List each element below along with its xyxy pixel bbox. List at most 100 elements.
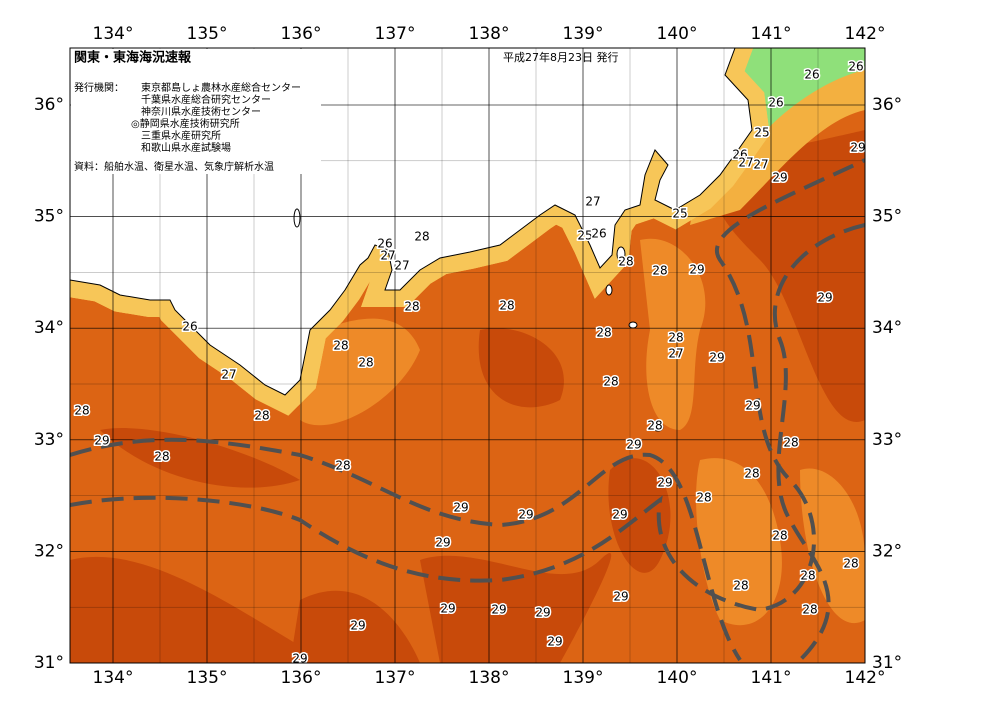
isotherm-label: 29 [657,476,672,490]
isotherm-label: 27 [221,368,236,382]
axis-labels: 134° 134° 135° 135° 136° 136° 137° 137° 138° 138°… [34,24,902,688]
isotherm-label: 29 [535,606,550,620]
lon-label-bottom: 134° [93,668,134,688]
isotherm-label: 27 [585,195,600,209]
isotherm-label: 29 [772,171,787,185]
issuer: 神奈川県水産技術センター [141,105,261,118]
lat-label-left: 32° [34,541,64,561]
isotherm-label: 28 [843,557,858,571]
isotherm-label: 29 [435,536,450,550]
legend-box [71,49,321,174]
isotherm-label: 29 [440,602,455,616]
isotherm-label: 28 [802,603,817,617]
isotherm-label: 28 [603,375,618,389]
warm-patches [70,130,865,663]
isotherm-label: 28 [647,419,662,433]
lat-label-left: 31° [34,653,64,673]
isotherm-label: 28 [744,467,759,481]
isotherm-label: 27 [380,249,395,263]
isotherm-label: 28 [772,529,787,543]
isotherm-label: 29 [612,508,627,522]
lat-label-right: 34° [872,318,902,338]
lon-label-bottom: 135° [187,668,228,688]
isotherm-label: 29 [745,399,760,413]
isotherm-label: 26 [848,60,863,74]
isotherm-label: 29 [518,508,533,522]
isotherm-label: 27 [394,259,409,273]
lon-label-top: 142° [845,24,886,44]
kuroshio-paths [70,158,865,662]
lon-label-bottom: 136° [281,668,322,688]
lon-label-bottom: 139° [563,668,604,688]
isotherm-label: 29 [689,263,704,277]
isotherm-label: 28 [696,491,711,505]
lon-label-top: 138° [469,24,510,44]
lon-label-bottom: 137° [375,668,416,688]
lon-label-top: 141° [751,24,792,44]
lat-label-left: 33° [34,430,64,450]
lat-label-left: 36° [34,95,64,115]
lat-label-left: 35° [34,207,64,227]
isotherm-label: 29 [709,351,724,365]
isotherm-label: 29 [94,434,109,448]
cool-patches [300,238,865,626]
isotherm-label: 26 [591,227,606,241]
isotherm-label: 26 [768,96,783,110]
lon-label-top: 140° [657,24,698,44]
issue-date: 平成27年8月23日 発行 [503,50,619,64]
issuer-list: 東京都島しょ農林水産総合センター千葉県水産総合研究センター神奈川県水産技術センタ… [131,81,301,154]
isotherm-label: 26 [377,237,392,251]
isotherm-label: 29 [547,635,562,649]
issuer: 千葉県水産総合研究センター [141,93,271,106]
graticule [70,48,865,663]
isotherm-label: 28 [652,264,667,278]
lon-label-bottom: 138° [469,668,510,688]
isotherm-label: 28 [618,255,633,269]
isotherm-label: 29 [491,603,506,617]
issuer: 三重県水産研究所 [141,129,221,142]
isotherm-label: 25 [577,229,592,243]
isotherm-label: 28 [154,450,169,464]
isotherm-label: 28 [668,331,683,345]
isotherm-label: 28 [800,569,815,583]
issuer: 和歌山県水産試験場 [141,141,231,154]
isotherm-label: 28 [414,230,429,244]
map-frame [69,47,866,664]
isotherm-label: 28 [333,339,348,353]
isotherm-label: 28 [358,356,373,370]
lon-label-top: 134° [93,24,134,44]
isotherm-label: 26 [182,320,197,334]
lat-label-right: 33° [872,430,902,450]
issuer-label: 発行機関： [74,81,124,94]
lon-label-bottom: 140° [657,668,698,688]
isotherm-label: 29 [850,141,865,155]
issuer: 東京都島しょ農林水産総合センター [141,81,301,94]
isotherm-label: 27 [753,158,768,172]
lat-label-right: 36° [872,95,902,115]
isotherm-label: 28 [783,436,798,450]
isotherm-label: 29 [613,590,628,604]
isotherm-label: 25 [672,207,687,221]
lon-label-top: 135° [187,24,228,44]
isotherm-label: 28 [404,300,419,314]
isotherm-label: 28 [733,579,748,593]
isotherm-label: 29 [817,291,832,305]
isotherm-label: 29 [292,652,307,666]
isotherm-label: 25 [754,126,769,140]
lon-label-bottom: 141° [751,668,792,688]
isotherm-label: 28 [499,299,514,313]
source: 資料：船舶水温、衛星水温、気象庁解析水温 [74,160,274,173]
lon-label-top: 137° [375,24,416,44]
lon-label-bottom: 142° [845,668,886,688]
isotherm-label: 26 [804,68,819,82]
lat-label-right: 32° [872,541,902,561]
isotherm-label: 28 [596,326,611,340]
isotherm-label: 29 [350,619,365,633]
issuer: ◎静岡県水産技術研究所 [131,117,240,130]
isotherm-label: 29 [626,438,641,452]
isotherm-label: 28 [254,409,269,423]
